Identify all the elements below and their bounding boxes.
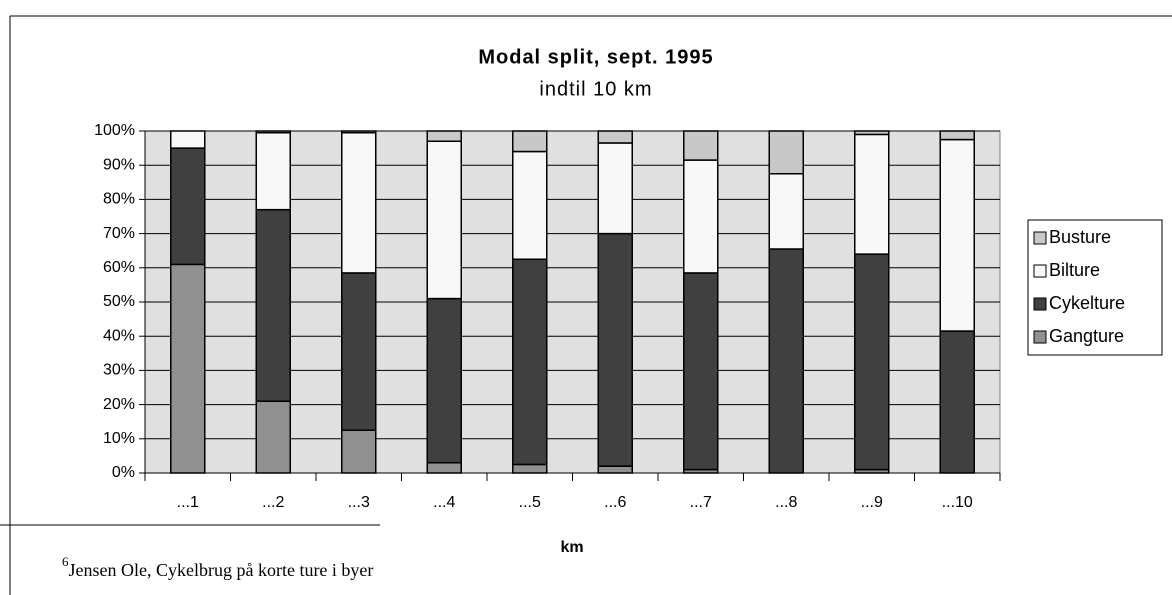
footnote-marker: 6 [62,554,69,569]
chart-subtitle: indtil 10 km [539,78,652,100]
bar-segment [512,463,548,474]
x-tick-label: ...10 [942,494,973,511]
bar-segment [597,232,633,467]
footnote: 6Jensen Ole, Cykelbrug på korte ture i b… [62,554,373,580]
bar-segment [426,130,462,143]
x-tick-label: ...8 [775,494,797,511]
bar-segment [426,140,462,300]
bar-segment [170,263,206,474]
bar-segment [768,248,804,474]
x-tick-label: ...1 [177,494,199,511]
y-tick-label: 50% [103,293,135,310]
legend-swatch [1033,231,1047,245]
y-tick-label: 100% [94,122,135,139]
bar-segment [597,142,633,235]
bar-segment [597,465,633,474]
bar-segment [170,130,206,149]
footnote-text: Jensen Ole, Cykelbrug på korte ture i by… [69,560,374,580]
bar-segment [854,253,890,471]
y-tick-label: 70% [103,225,135,242]
legend-box [1027,219,1163,356]
legend-swatch [1033,264,1047,278]
legend-label: Cykelture [1049,293,1125,313]
legend-swatch [1033,330,1047,344]
bar-segment [512,258,548,466]
bar-segment [768,173,804,250]
chart-title: Modal split, sept. 1995 [478,46,713,68]
legend-label: Bilture [1049,260,1100,280]
bar-segment [854,133,890,255]
bar-segment [597,130,633,144]
bar-segment [683,130,719,161]
legend-swatch [1033,297,1047,311]
x-axis-label: km [560,539,583,556]
x-tick-label: ...2 [262,494,284,511]
bar-segment [341,429,377,474]
bar-segment [939,330,975,474]
x-tick-label: ...7 [690,494,712,511]
bar-segment [341,272,377,431]
y-tick-label: 0% [112,464,135,481]
bar-segment [768,130,804,175]
bar-segment [255,208,291,402]
bar-segment [854,130,890,136]
legend-label: Busture [1049,227,1111,247]
bar-segment [255,400,291,474]
x-tick-label: ...9 [861,494,883,511]
bar-segment [683,159,719,274]
bar-segment [255,131,291,211]
bar-segment [170,147,206,266]
y-tick-label: 10% [103,430,135,447]
bar-segment [426,297,462,464]
legend-label: Gangture [1049,326,1124,346]
x-tick-label: ...6 [604,494,626,511]
y-tick-label: 90% [103,156,135,173]
y-tick-label: 80% [103,191,135,208]
bar-segment [341,130,377,134]
bar-segment [255,130,291,134]
bar-segment [341,131,377,274]
bar-segment [512,150,548,261]
bar-segment [939,130,975,141]
y-tick-label: 40% [103,327,135,344]
x-tick-label: ...3 [348,494,370,511]
bar-segment [939,138,975,332]
bar-segment [512,130,548,153]
x-tick-label: ...4 [433,494,455,511]
bar-segment [426,461,462,474]
x-tick-label: ...5 [519,494,541,511]
y-tick-label: 20% [103,396,135,413]
y-tick-label: 30% [103,362,135,379]
y-tick-label: 60% [103,259,135,276]
bar-segment [683,272,719,471]
